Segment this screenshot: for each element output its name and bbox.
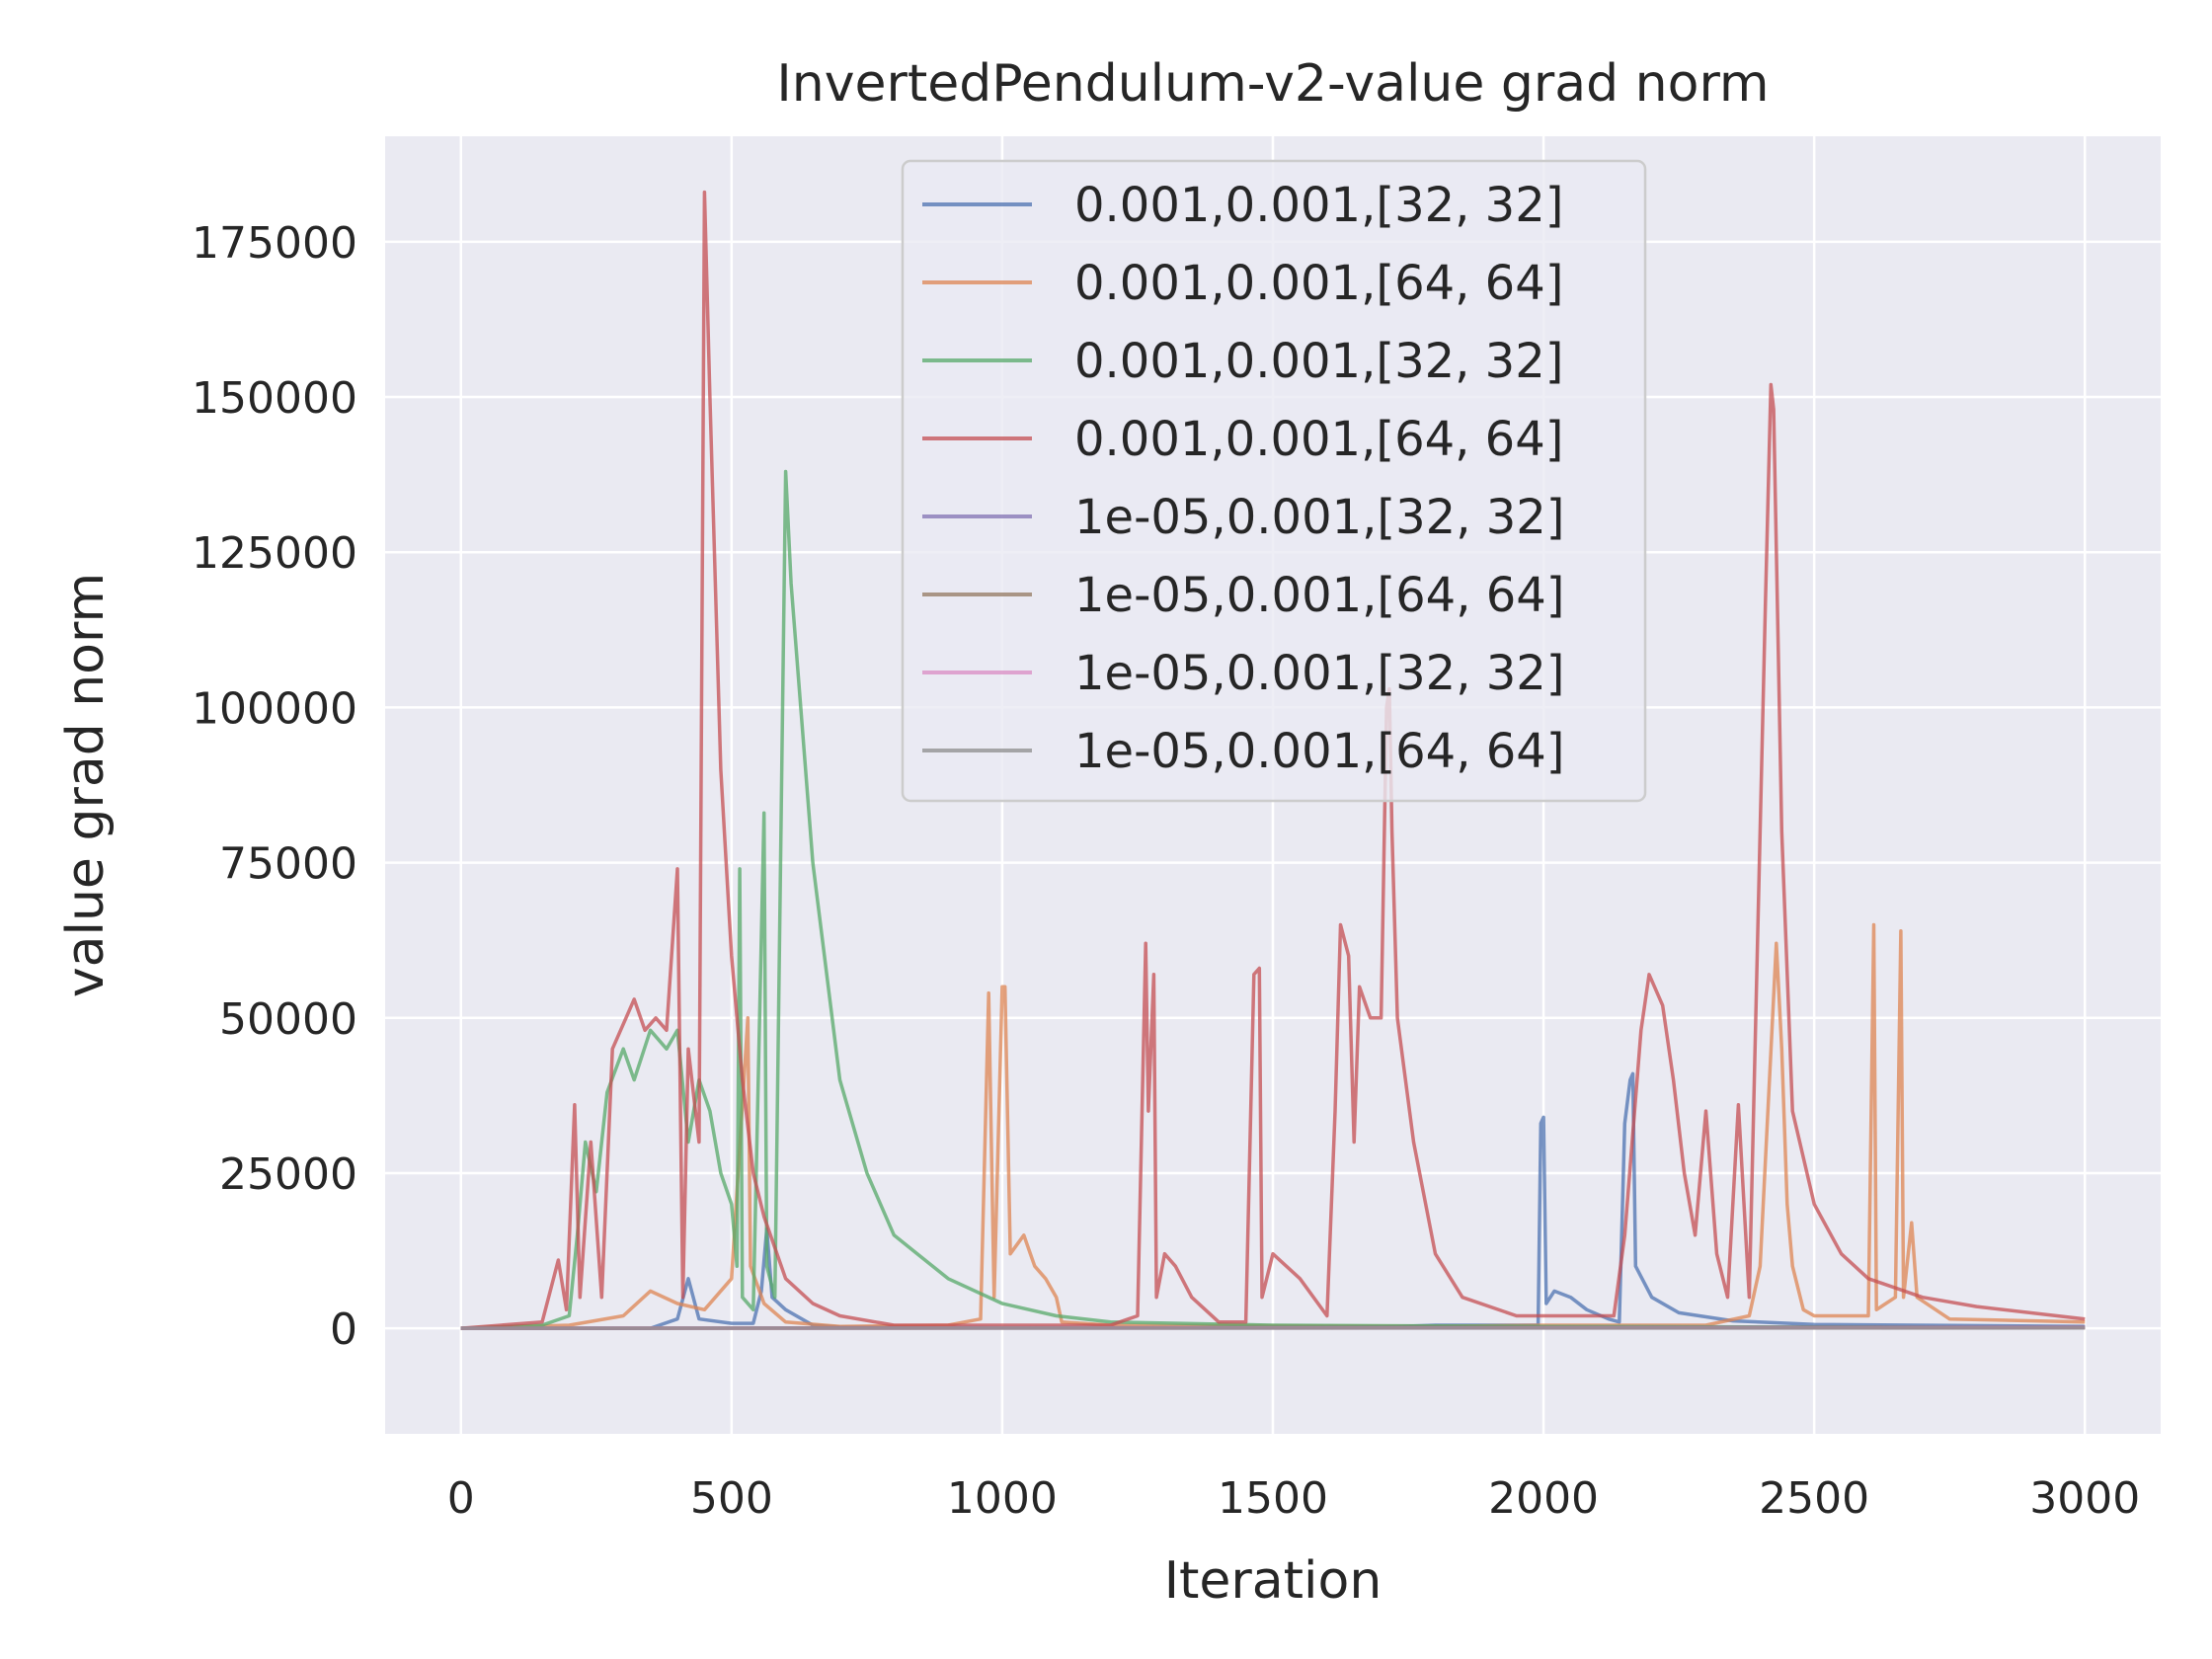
- y-tick-label: 150000: [192, 373, 357, 424]
- series-line-3: [460, 469, 2086, 1330]
- x-tick-label: 2500: [1759, 1473, 1869, 1524]
- y-tick-label: 25000: [219, 1149, 357, 1200]
- y-tick-labels: 0 25000 50000 75000 100000 125000 150000 175000: [192, 218, 357, 1355]
- y-tick-label: 100000: [192, 683, 357, 734]
- legend-label-8: 1e-05,0.001,[64, 64]: [1074, 724, 1565, 779]
- x-tick-label: 1000: [947, 1473, 1058, 1524]
- x-tick-label: 2000: [1488, 1473, 1599, 1524]
- y-tick-label: 175000: [192, 218, 357, 269]
- legend: 0.001,0.001,[32, 32] 0.001,0.001,[64, 64]…: [901, 159, 1647, 803]
- x-tick-label: 1500: [1218, 1473, 1328, 1524]
- y-axis-label: value grad norm: [56, 573, 116, 997]
- series-lines: [460, 190, 2086, 1330]
- x-tick-labels: 0 500 1000 1500 2000 2500 3000: [447, 1473, 2141, 1524]
- chart-title: InvertedPendulum-v2-value grad norm: [776, 54, 1769, 114]
- x-tick-label: 500: [690, 1473, 773, 1524]
- series-line-4: [460, 190, 2086, 1330]
- legend-label-2: 0.001,0.001,[64, 64]: [1074, 256, 1563, 311]
- legend-label-4: 0.001,0.001,[64, 64]: [1074, 412, 1563, 467]
- y-tick-label: 125000: [192, 528, 357, 579]
- y-tick-label: 75000: [219, 839, 357, 890]
- y-tick-label: 50000: [219, 994, 357, 1045]
- y-tick-label: 0: [330, 1304, 357, 1355]
- legend-label-6: 1e-05,0.001,[64, 64]: [1074, 568, 1565, 623]
- legend-label-1: 0.001,0.001,[32, 32]: [1074, 178, 1563, 233]
- legend-label-7: 1e-05,0.001,[32, 32]: [1074, 646, 1565, 701]
- x-tick-label: 3000: [2029, 1473, 2140, 1524]
- legend-box: [901, 159, 1647, 803]
- x-tick-label: 0: [447, 1473, 475, 1524]
- legend-label-3: 0.001,0.001,[32, 32]: [1074, 334, 1563, 389]
- x-axis-label: Iteration: [1164, 1551, 1382, 1611]
- legend-label-5: 1e-05,0.001,[32, 32]: [1074, 490, 1565, 545]
